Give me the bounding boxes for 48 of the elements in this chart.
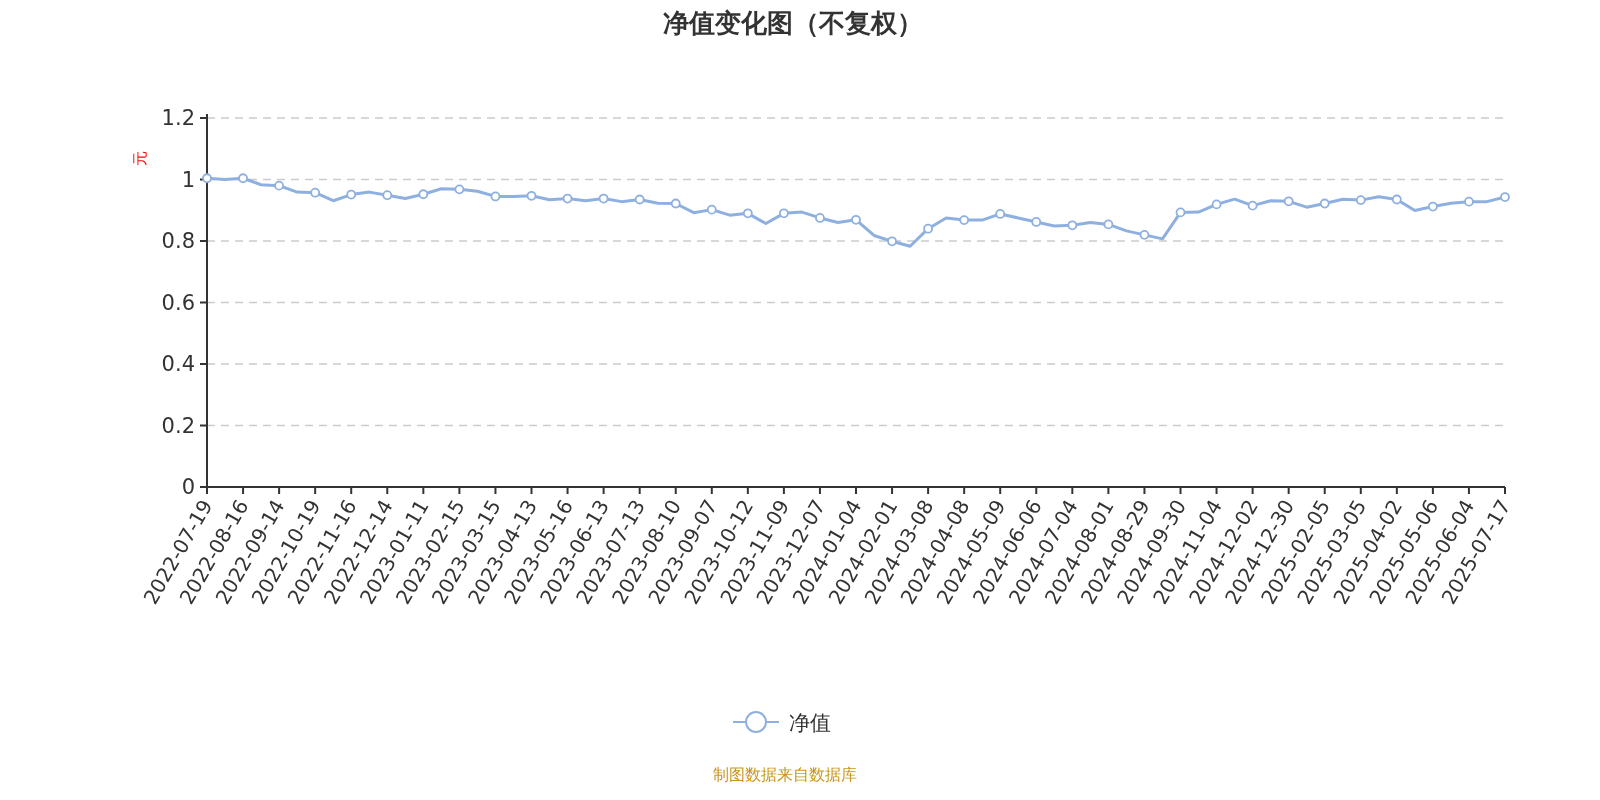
- point: [1103, 219, 1114, 230]
- point: [598, 193, 609, 204]
- text: 制图数据来自数据库: [713, 765, 857, 784]
- point: [1319, 198, 1330, 209]
- point: [526, 190, 537, 201]
- point: [454, 184, 465, 195]
- point: [1500, 192, 1510, 202]
- y-tick-label: 0.6: [161, 290, 195, 315]
- y-axis-title: 元: [131, 150, 149, 166]
- point: [959, 215, 970, 225]
- point: [1427, 201, 1438, 212]
- y-tick-label: 0.8: [161, 229, 195, 253]
- point: [1211, 199, 1222, 210]
- point: [634, 194, 645, 205]
- point: [1175, 207, 1186, 218]
- point: [310, 187, 321, 198]
- point: [670, 198, 681, 209]
- point: [1067, 220, 1078, 231]
- point: [851, 214, 861, 225]
- y-tick-label: 0.4: [161, 352, 195, 376]
- point: [887, 236, 897, 247]
- point: [815, 213, 825, 223]
- point: [1464, 196, 1474, 207]
- y-tick-label: 0: [181, 475, 195, 499]
- point: [706, 204, 717, 215]
- point: [346, 189, 357, 200]
- point: [490, 191, 501, 202]
- point: [1355, 195, 1366, 205]
- point: [995, 209, 1006, 219]
- point: [202, 173, 212, 184]
- point: [238, 173, 248, 184]
- point: [1391, 194, 1402, 205]
- legend-label: 净值: [789, 711, 831, 735]
- point: [742, 208, 753, 219]
- point: [923, 223, 934, 234]
- point: [274, 180, 285, 191]
- point: [778, 208, 789, 219]
- point: [1283, 196, 1294, 207]
- point: [382, 190, 393, 201]
- point: [1031, 217, 1042, 227]
- y-tick-label: 1.2: [161, 106, 195, 130]
- chart-title: 净值变化图（不复权）: [663, 8, 923, 38]
- y-tick-label: 0.2: [161, 413, 195, 438]
- point: [418, 189, 429, 200]
- y-tick-label: 1: [181, 167, 195, 192]
- point: [1247, 200, 1258, 211]
- point: [1139, 229, 1150, 240]
- point: [562, 193, 573, 204]
